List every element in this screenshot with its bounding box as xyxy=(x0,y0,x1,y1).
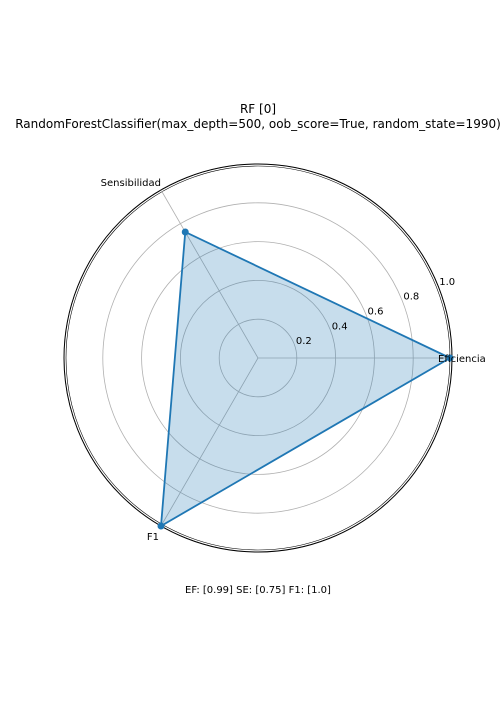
category-label: Eficiencia xyxy=(438,354,486,365)
radar-data xyxy=(157,228,454,530)
data-point xyxy=(446,354,454,362)
r-tick-label: 1.0 xyxy=(439,277,455,288)
grid-spoke xyxy=(160,189,259,359)
category-label: F1 xyxy=(147,532,159,543)
category-label: Sensibilidad xyxy=(101,178,161,189)
series-line xyxy=(159,230,452,528)
r-tick-label: 0.2 xyxy=(296,336,312,347)
series-fill xyxy=(161,231,451,527)
radar-labels: 0.2 0.4 0.6 0.8 1.0 Eficiencia Sensibilidad F1 xyxy=(101,178,486,543)
chart-title: RF [0] xyxy=(240,102,276,116)
r-tick-label: 0.6 xyxy=(368,306,384,317)
data-point xyxy=(157,522,165,530)
grid-spoke xyxy=(160,357,259,527)
r-tick-label: 0.8 xyxy=(403,292,419,303)
data-point xyxy=(181,228,189,236)
chart-subtitle: RandomForestClassifier(max_depth=500, oo… xyxy=(15,117,501,131)
r-tick-label: 0.4 xyxy=(332,321,348,332)
chart-footer: EF: [0.99] SE: [0.75] F1: [1.0] xyxy=(185,585,331,596)
